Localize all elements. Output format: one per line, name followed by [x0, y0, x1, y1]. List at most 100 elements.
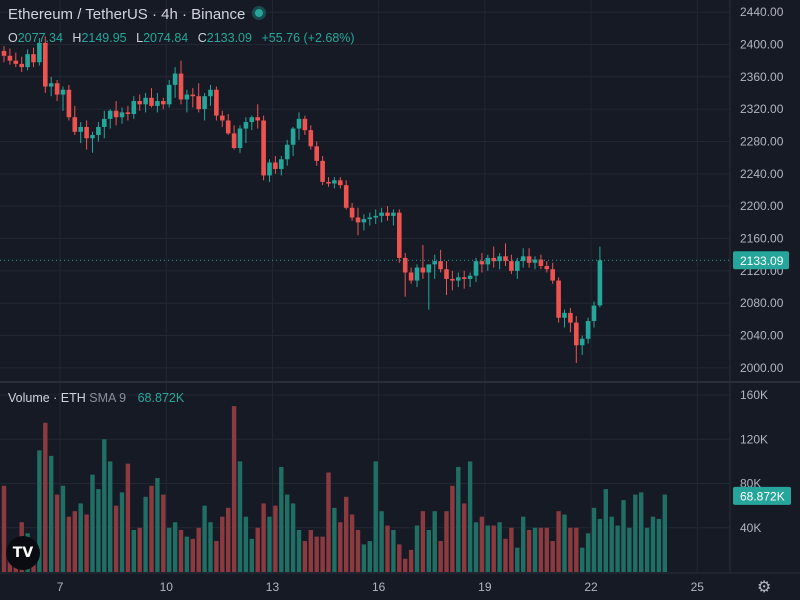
candle-body: [273, 162, 278, 169]
last-price-badge: [733, 251, 789, 270]
ohlc-open-label: O: [8, 31, 18, 45]
candle-body: [155, 101, 160, 106]
volume-bar: [214, 541, 219, 572]
candle-body: [461, 277, 467, 279]
candle-body: [562, 312, 567, 318]
candle-body: [1, 50, 7, 56]
volume-bar: [574, 527, 579, 572]
candle-body: [391, 212, 396, 216]
candle-body: [107, 110, 113, 119]
volume-bar: [113, 505, 119, 572]
last-volume-badge: [733, 486, 791, 505]
volume-bar: [644, 527, 650, 572]
chart-title-bar[interactable]: Ethereum / TetherUS · 4h · Binance: [8, 6, 264, 23]
volume-bar: [172, 522, 178, 572]
volume-bar: [196, 527, 201, 572]
candle-body: [438, 261, 443, 270]
candle-body: [397, 212, 402, 258]
volume-bar: [255, 527, 260, 572]
candle-body: [497, 256, 502, 262]
candle-body: [338, 180, 343, 186]
volume-bar: [633, 494, 638, 572]
volume-bar: [208, 522, 213, 572]
volume-bar: [591, 507, 597, 572]
candle-body: [166, 84, 172, 105]
volume-bar: [385, 525, 390, 572]
price-tick-label: 2400.00: [740, 37, 784, 51]
volume-bar: [220, 516, 225, 572]
last-volume-label: 68.872K: [740, 489, 785, 503]
volume-bar: [290, 503, 296, 572]
symbol-title[interactable]: Ethereum / TetherUS · 4h · Binance: [8, 6, 246, 23]
candle-body: [190, 94, 196, 97]
candle-body: [255, 117, 260, 121]
candle-body: [444, 269, 449, 279]
candle-body: [515, 261, 520, 271]
volume-bar: [155, 478, 160, 572]
ohlc-high-label: H: [72, 31, 82, 45]
volume-bar: [349, 514, 355, 572]
volume-bar: [308, 529, 313, 572]
candle-body: [591, 305, 597, 321]
volume-bar: [503, 538, 508, 572]
volume-bar: [78, 503, 83, 572]
volume-bar: [426, 529, 431, 572]
candle-body: [66, 89, 72, 118]
candle-body: [279, 159, 284, 169]
candle-body: [479, 261, 485, 265]
candle-body: [178, 73, 184, 100]
volume-bar: [627, 527, 632, 572]
candle-body: [37, 42, 42, 63]
volume-legend[interactable]: Volume · ETH SMA 9 68.872K: [8, 391, 184, 405]
candle-body: [456, 277, 461, 281]
volume-bar: [603, 489, 608, 572]
candle-body: [579, 338, 585, 346]
volume-bar: [143, 496, 148, 572]
volume-bar: [432, 511, 437, 572]
candle-body: [574, 322, 579, 346]
volume-bar: [420, 511, 426, 572]
volume-bar: [450, 485, 455, 572]
candle-body: [385, 212, 390, 216]
candle-body: [237, 128, 243, 148]
price-tick-label: 2000.00: [740, 361, 784, 375]
candle-body: [585, 320, 591, 339]
candle-body: [349, 207, 355, 218]
candle-body: [491, 257, 496, 262]
volume-bar: [202, 505, 207, 572]
time-tick-label: 25: [691, 580, 705, 594]
volume-tick-label: 120K: [740, 432, 768, 446]
candle-body: [143, 97, 148, 105]
volume-bar: [161, 494, 166, 572]
time-tick-label: 10: [160, 580, 174, 594]
candle-body: [538, 259, 544, 266]
volume-label[interactable]: Volume · ETH: [8, 391, 86, 405]
volume-bar: [532, 527, 538, 572]
candle-body: [137, 101, 142, 105]
volume-bar: [585, 533, 591, 572]
tradingview-logo[interactable]: TV: [6, 536, 40, 570]
candle-body: [249, 117, 255, 123]
candle-body: [526, 256, 532, 263]
candle-body: [485, 257, 491, 265]
candle-body: [408, 272, 414, 281]
volume-bar: [408, 549, 414, 572]
volume-bar: [650, 516, 656, 572]
volume-bar: [1, 485, 7, 572]
candle-body: [243, 122, 249, 129]
candle-body: [220, 115, 225, 121]
volume-bar: [367, 541, 372, 572]
volume-bar: [621, 500, 626, 572]
volume-bar: [479, 516, 485, 572]
candle-body: [332, 180, 337, 184]
volume-tick-label: 40K: [740, 521, 761, 535]
volume-bar: [237, 461, 243, 572]
candle-body: [172, 73, 178, 85]
candle-body: [355, 217, 361, 223]
volume-bar: [497, 522, 502, 572]
gear-icon[interactable]: ⚙: [757, 579, 772, 596]
candle-body: [379, 212, 384, 216]
volume-bar: [49, 455, 54, 572]
price-tick-label: 2160.00: [740, 232, 784, 246]
